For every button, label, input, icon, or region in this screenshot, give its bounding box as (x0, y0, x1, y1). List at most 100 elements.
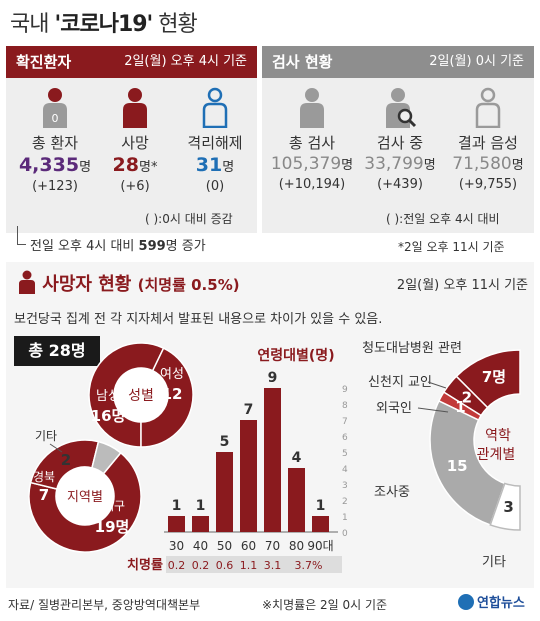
rate-value: 1.1 (240, 559, 258, 572)
rate-value: 3.1 (264, 559, 282, 572)
confirmed-header-time: 2일(월) 오후 4시 기준 (124, 54, 247, 69)
rate-value: 0.2 (168, 559, 186, 572)
person-icon (94, 84, 176, 128)
pie-title: 역학 (485, 428, 511, 444)
y-tick-label: 6 (342, 433, 348, 443)
stat-change: (+10,194) (278, 177, 346, 192)
svg-text:0: 0 (52, 112, 59, 125)
confirmed-header-title: 확진환자 (16, 53, 72, 71)
stat-total-tests: 총 검사 105,379명 (+10,194) (268, 84, 356, 192)
slice-value: 16명 (91, 407, 126, 425)
bar-value-label: 1 (196, 498, 206, 514)
slice-value: 3 (503, 498, 513, 516)
stat-label: 결과 음성 (458, 134, 518, 152)
slice-label: 대구 (103, 499, 125, 513)
y-tick-label: 9 (342, 385, 348, 395)
chart-title: 연령대별(명) (257, 347, 334, 364)
confirmed-panel-header: 확진환자 2일(월) 오후 4시 기준 (6, 46, 257, 78)
stat-change: (+6) (120, 179, 150, 194)
person-magnifier-icon (356, 84, 444, 128)
y-tick-label: 7 (342, 417, 348, 427)
rate-label: 치명률 (127, 557, 163, 573)
bar (240, 420, 257, 532)
bar-value-label: 7 (244, 402, 254, 418)
slice-label: 여성 (160, 367, 184, 382)
stat-value: 31명 (195, 154, 235, 176)
deaths-time: 2일(월) 오후 11시 기준 (396, 278, 528, 293)
pie-center (56, 467, 114, 525)
y-tick-label: 4 (342, 465, 348, 475)
stat-negative: 결과 음성 71,580명 (+9,755) (444, 84, 532, 192)
x-tick-label: 60 (241, 539, 256, 553)
x-tick-label: 90대 (307, 539, 333, 553)
footer-source: 자료/ 질병관리본부, 중앙방역대책본부 (8, 598, 201, 612)
delta-note: 전일 오후 4시 대비 599명 증가 (30, 239, 206, 254)
slice-value: 1 (455, 398, 465, 416)
deaths-section-title: 사망자 현황 (치명률 0.5%) (18, 270, 240, 296)
pie-title: 관계별 (477, 447, 516, 463)
page-title: 국내 '코로나19' 현황 (10, 12, 198, 37)
stat-label: 격리해제 (187, 134, 243, 152)
leader-line (417, 407, 449, 413)
bar-value-label: 1 (316, 498, 326, 514)
pie-slice (442, 375, 489, 417)
stat-total-patients: 0 총 환자 4,335명 (+123) (14, 84, 96, 194)
stat-change: (+9,755) (458, 177, 518, 192)
bracket-line (17, 226, 26, 245)
leader-line (49, 443, 63, 453)
bar-value-label: 5 (220, 434, 230, 450)
tests-panel-header: 검사 현황 2일(월) 0시 기준 (262, 46, 534, 78)
stat-label: 총 검사 (288, 134, 336, 152)
x-tick-label: 70 (265, 539, 280, 553)
stat-value: 105,379명 (270, 154, 354, 174)
pie-title: 성별 (128, 388, 154, 404)
rate-value: 0.2 (192, 559, 210, 572)
stat-label: 총 환자 (31, 134, 79, 152)
stat-change: (+439) (377, 177, 423, 192)
bar (264, 388, 281, 532)
x-tick-label: 40 (193, 539, 208, 553)
slice-label: 기타 (35, 429, 57, 443)
slice-value: 12 (162, 385, 183, 403)
stat-value: 28명* (112, 154, 158, 176)
x-tick-label: 30 (169, 539, 184, 553)
slice-value: 15 (447, 457, 468, 475)
footer-note: ※치명률은 2일 0시 기준 (262, 598, 388, 612)
y-tick-label: 3 (342, 481, 348, 491)
deaths-total-badge: 총 28명 (14, 336, 100, 366)
stat-change: (0) (205, 179, 225, 194)
bar (288, 468, 305, 532)
slice-value: 7명 (482, 368, 506, 386)
pie-slice (429, 399, 506, 526)
person-grey-icon (268, 84, 356, 128)
confirmed-legend-note: ( ):0시 대비 증감 (145, 212, 233, 226)
stat-testing: 검사 중 33,799명 (+439) (356, 84, 444, 192)
slice-label: 청도대남병원 관련 (362, 341, 462, 356)
rate-row-bg (166, 556, 342, 573)
bar (168, 516, 185, 532)
slice-value: 2 (462, 389, 472, 407)
bar-value-label: 9 (268, 370, 278, 386)
slice-label: 경북 (33, 470, 55, 484)
person-outline-grey-icon (444, 84, 532, 128)
rate-value: 3.7% (295, 559, 323, 572)
tests-header-title: 검사 현황 (272, 53, 333, 71)
tests-header-time: 2일(월) 0시 기준 (429, 54, 524, 69)
yonhap-logo: 연합뉴스 (458, 592, 525, 611)
stat-change: (+123) (32, 179, 78, 194)
pie-slice (455, 349, 521, 409)
y-tick-label: 8 (342, 401, 348, 411)
x-tick-label: 80 (289, 539, 304, 553)
tests-footnote: *2일 오후 11시 기준 (398, 240, 505, 254)
y-tick-label: 2 (342, 497, 348, 507)
stat-label: 사망 (121, 134, 149, 152)
stat-deaths: 사망 28명* (+6) (94, 84, 176, 194)
pie-slice (489, 482, 521, 531)
tests-legend-note: ( ):전일 오후 4시 대비 (386, 212, 500, 226)
person-outline-icon (174, 84, 256, 128)
pie-title: 지역별 (67, 490, 103, 505)
slice-value: 7 (39, 486, 49, 504)
slice-label: 외국인 (376, 401, 412, 416)
bar-value-label: 4 (292, 450, 302, 466)
